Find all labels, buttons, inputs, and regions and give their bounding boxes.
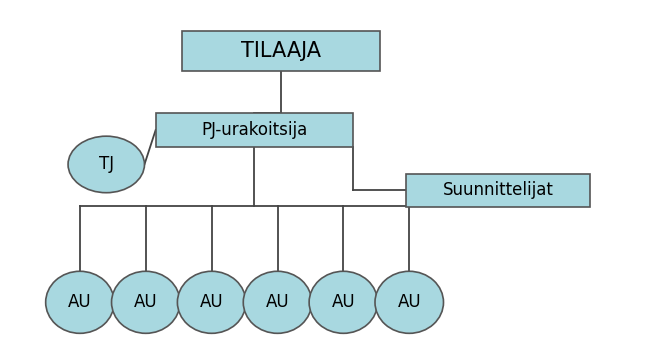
Ellipse shape xyxy=(309,271,378,333)
Ellipse shape xyxy=(111,271,180,333)
Ellipse shape xyxy=(375,271,444,333)
Ellipse shape xyxy=(45,271,114,333)
Text: PJ-urakoitsija: PJ-urakoitsija xyxy=(201,121,307,139)
Ellipse shape xyxy=(177,271,246,333)
Text: Suunnittelijat: Suunnittelijat xyxy=(443,181,554,199)
Text: TJ: TJ xyxy=(99,155,114,173)
FancyBboxPatch shape xyxy=(182,31,380,71)
FancyBboxPatch shape xyxy=(155,113,354,147)
Text: AU: AU xyxy=(68,293,92,311)
Ellipse shape xyxy=(68,136,145,193)
Text: AU: AU xyxy=(200,293,223,311)
FancyBboxPatch shape xyxy=(406,174,590,207)
Text: AU: AU xyxy=(331,293,356,311)
Text: AU: AU xyxy=(134,293,157,311)
Text: AU: AU xyxy=(398,293,421,311)
Ellipse shape xyxy=(243,271,311,333)
Text: AU: AU xyxy=(265,293,289,311)
Text: TILAAJA: TILAAJA xyxy=(241,41,321,61)
